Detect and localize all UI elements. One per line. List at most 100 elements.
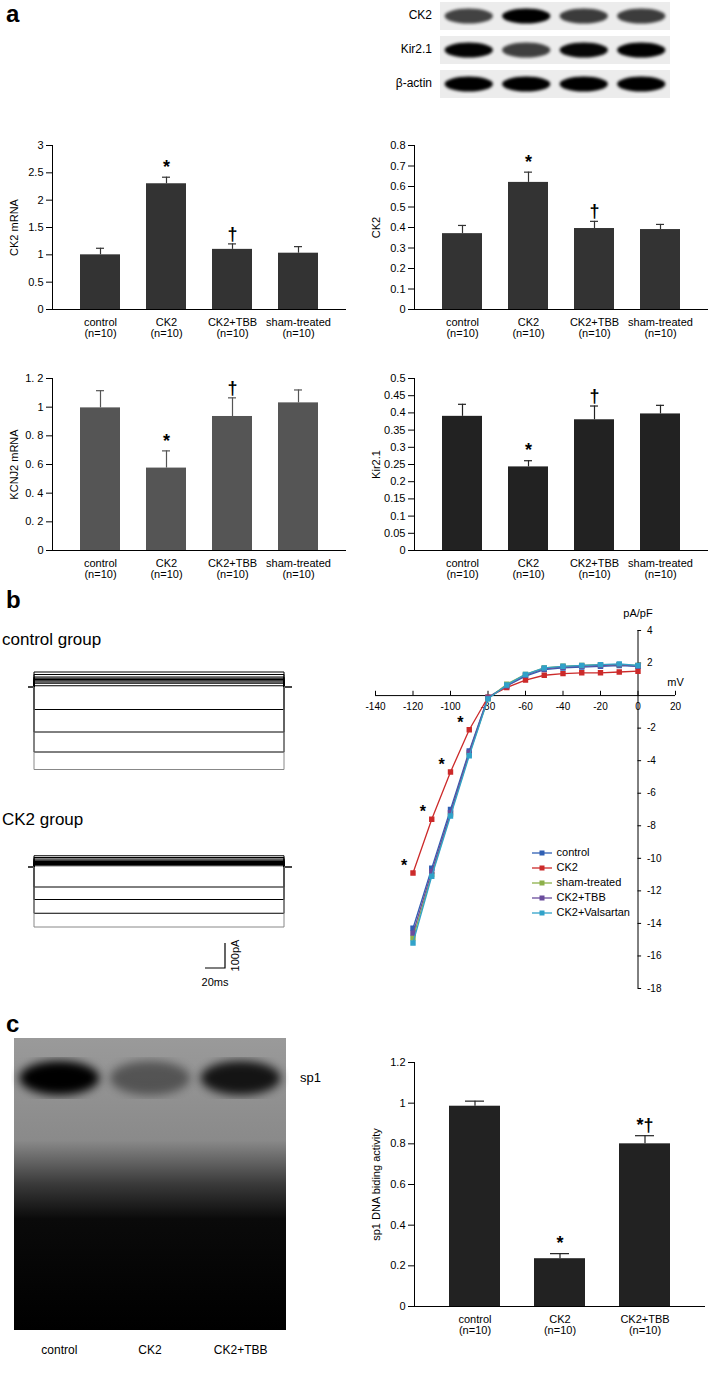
- svg-text:-8: -8: [647, 820, 656, 831]
- svg-text:0.2: 0.2: [390, 475, 405, 487]
- svg-text:sham-treated(n=10): sham-treated(n=10): [628, 316, 693, 339]
- svg-text:†: †: [589, 386, 599, 406]
- svg-text:1.5: 1.5: [28, 221, 43, 233]
- svg-text:Kir2.1: Kir2.1: [370, 450, 382, 479]
- svg-text:CK2(n=10): CK2(n=10): [150, 316, 182, 339]
- svg-text:pA/pF: pA/pF: [623, 607, 653, 619]
- svg-text:20ms: 20ms: [202, 976, 229, 988]
- svg-text:0. 8: 0. 8: [25, 429, 43, 441]
- svg-text:CK2+TBB(n=10): CK2+TBB(n=10): [570, 557, 619, 580]
- svg-text:0.45: 0.45: [384, 389, 405, 401]
- svg-text:*: *: [401, 857, 408, 874]
- svg-text:100pA: 100pA: [229, 939, 241, 971]
- svg-text:CK2: CK2: [370, 217, 382, 238]
- svg-text:-60: -60: [518, 701, 533, 712]
- svg-text:20: 20: [670, 701, 682, 712]
- svg-text:*: *: [420, 803, 427, 820]
- svg-text:*: *: [525, 440, 532, 460]
- svg-text:†: †: [227, 378, 237, 398]
- svg-text:0.4: 0.4: [390, 221, 405, 233]
- svg-text:0.25: 0.25: [384, 458, 405, 470]
- svg-text:-2: -2: [647, 722, 656, 733]
- svg-text:KCNJ2 mRNA: KCNJ2 mRNA: [8, 429, 20, 500]
- svg-text:CK2+TBB(n=10): CK2+TBB(n=10): [620, 1313, 669, 1336]
- svg-text:1.2: 1.2: [390, 1056, 405, 1068]
- svg-text:-16: -16: [647, 950, 662, 961]
- svg-text:0.6: 0.6: [390, 1178, 405, 1190]
- svg-text:0. 6: 0. 6: [25, 458, 43, 470]
- svg-text:0.5: 0.5: [390, 201, 405, 213]
- svg-text:control(n=10): control(n=10): [458, 1313, 491, 1336]
- svg-text:CK2+TBB(n=10): CK2+TBB(n=10): [208, 316, 257, 339]
- svg-text:0.1: 0.1: [390, 510, 405, 522]
- svg-text:3: 3: [37, 139, 43, 151]
- svg-text:CK2(n=10): CK2(n=10): [544, 1313, 576, 1336]
- svg-text:0.8: 0.8: [390, 1137, 405, 1149]
- svg-text:sham-treated(n=10): sham-treated(n=10): [628, 557, 693, 580]
- svg-text:-14: -14: [647, 918, 662, 929]
- svg-text:0.35: 0.35: [384, 424, 405, 436]
- svg-text:sp1 DNA biding activity: sp1 DNA biding activity: [370, 1128, 382, 1241]
- svg-text:CK2+TBB: CK2+TBB: [214, 1343, 268, 1357]
- svg-text:0.3: 0.3: [390, 441, 405, 453]
- svg-text:*: *: [457, 714, 464, 731]
- svg-text:0: 0: [399, 544, 405, 556]
- svg-text:-6: -6: [647, 787, 656, 798]
- svg-text:*: *: [438, 756, 445, 773]
- svg-text:-12: -12: [647, 885, 662, 896]
- svg-text:CK2+TBB(n=10): CK2+TBB(n=10): [208, 557, 257, 580]
- svg-text:0.8: 0.8: [390, 139, 405, 151]
- svg-text:control group: control group: [2, 630, 101, 649]
- svg-text:0.3: 0.3: [390, 242, 405, 254]
- svg-text:*†: *†: [636, 1115, 653, 1135]
- svg-text:0.2: 0.2: [390, 1259, 405, 1271]
- svg-text:control(n=10): control(n=10): [446, 557, 479, 580]
- svg-text:0: 0: [399, 303, 405, 315]
- svg-text:†: †: [227, 224, 237, 244]
- svg-text:2: 2: [37, 194, 43, 206]
- svg-text:1: 1: [399, 1097, 405, 1109]
- svg-text:control: control: [41, 1343, 77, 1357]
- svg-text:-120: -120: [403, 701, 423, 712]
- svg-text:sham-treated(n=10): sham-treated(n=10): [266, 557, 331, 580]
- svg-text:0: 0: [37, 544, 43, 556]
- svg-text:-18: -18: [647, 983, 662, 994]
- svg-text:CK2(n=10): CK2(n=10): [512, 316, 544, 339]
- svg-text:CK2 group: CK2 group: [2, 810, 83, 829]
- svg-text:-4: -4: [647, 755, 656, 766]
- svg-text:sham-treated(n=10): sham-treated(n=10): [266, 316, 331, 339]
- svg-text:0.6: 0.6: [390, 180, 405, 192]
- svg-text:control(n=10): control(n=10): [84, 557, 117, 580]
- svg-text:4: 4: [647, 625, 653, 636]
- svg-text:-40: -40: [556, 701, 571, 712]
- svg-text:CK2: CK2: [138, 1343, 162, 1357]
- svg-text:*: *: [556, 1233, 563, 1253]
- svg-text:0: 0: [399, 1300, 405, 1312]
- svg-text:CK2(n=10): CK2(n=10): [512, 557, 544, 580]
- svg-text:1: 1: [37, 401, 43, 413]
- svg-text:†: †: [589, 201, 599, 221]
- svg-text:0: 0: [37, 303, 43, 315]
- svg-text:CK2+TBB(n=10): CK2+TBB(n=10): [570, 316, 619, 339]
- svg-text:CK2(n=10): CK2(n=10): [150, 557, 182, 580]
- svg-text:0.05: 0.05: [384, 527, 405, 539]
- svg-text:-140: -140: [365, 701, 385, 712]
- svg-text:0.5: 0.5: [390, 372, 405, 384]
- svg-text:0. 2: 0. 2: [25, 515, 43, 527]
- svg-text:0.5: 0.5: [28, 276, 43, 288]
- svg-text:0.4: 0.4: [390, 1219, 405, 1231]
- svg-text:0.7: 0.7: [390, 160, 405, 172]
- svg-text:0.2: 0.2: [390, 262, 405, 274]
- svg-text:-20: -20: [593, 701, 608, 712]
- svg-text:*: *: [525, 152, 532, 172]
- svg-text:*: *: [163, 431, 170, 451]
- svg-text:2.5: 2.5: [28, 166, 43, 178]
- svg-text:0. 4: 0. 4: [25, 487, 43, 499]
- svg-text:1: 1: [37, 248, 43, 260]
- svg-text:-100: -100: [440, 701, 460, 712]
- svg-text:1. 2: 1. 2: [25, 372, 43, 384]
- svg-text:0.15: 0.15: [384, 492, 405, 504]
- svg-text:2: 2: [647, 657, 653, 668]
- svg-text:mV: mV: [667, 676, 684, 688]
- svg-text:0: 0: [635, 701, 641, 712]
